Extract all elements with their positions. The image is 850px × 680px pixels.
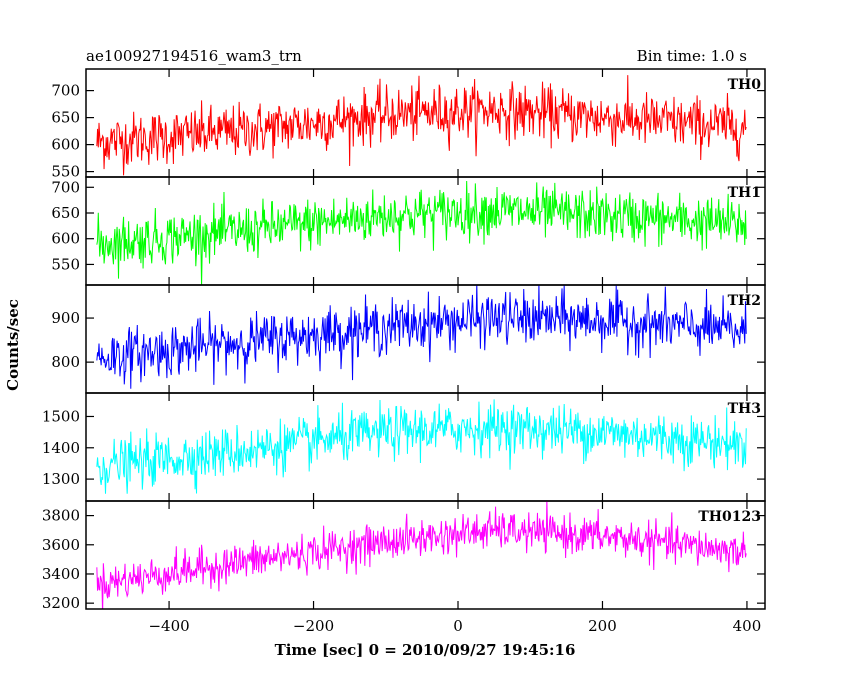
chart-title: ae100927194516_wam3_trn bbox=[86, 47, 302, 65]
panels-group: 550 600 650 700 TH0 550 600 650 700 TH1 800 900 TH2 1… bbox=[42, 68, 766, 612]
y-tick-label: 700 bbox=[51, 178, 80, 196]
y-tick-label: 1400 bbox=[42, 439, 80, 457]
panel-frame bbox=[85, 392, 766, 502]
panel-th3: 1300 1400 1500 TH3 bbox=[42, 392, 766, 502]
panel-label-th0: TH0 bbox=[728, 77, 762, 93]
series-line-th2 bbox=[96, 285, 747, 389]
x-tick-label: −200 bbox=[293, 617, 334, 635]
panel-th0: 550 600 650 700 TH0 bbox=[51, 68, 766, 181]
panel-th1: 550 600 650 700 TH1 bbox=[51, 176, 766, 286]
y-tick-label: 700 bbox=[51, 82, 80, 100]
series-line-th1 bbox=[96, 181, 747, 285]
series-line-th0123 bbox=[96, 501, 747, 609]
panel-label-th2: TH2 bbox=[728, 293, 761, 309]
y-tick-label: 3600 bbox=[42, 536, 80, 554]
panel-th2: 800 900 TH2 bbox=[51, 284, 766, 394]
y-tick-label: 600 bbox=[51, 230, 80, 248]
y-tick-label: 650 bbox=[51, 204, 80, 222]
y-tick-label: 550 bbox=[51, 163, 80, 181]
panel-label-th1: TH1 bbox=[728, 185, 761, 201]
panel-label-th0123: TH0123 bbox=[698, 509, 761, 525]
y-tick-label: 1300 bbox=[42, 470, 80, 488]
y-tick-label: 550 bbox=[51, 255, 80, 273]
bin-time-label: Bin time: 1.0 s bbox=[637, 47, 747, 65]
x-tick-label: 400 bbox=[733, 617, 762, 635]
panel-frame bbox=[85, 500, 766, 610]
panel-th0123: 3200 3400 3600 3800 TH0123 bbox=[42, 500, 766, 612]
panel-label-th3: TH3 bbox=[728, 401, 761, 417]
y-axis-title: Counts/sec bbox=[4, 299, 22, 391]
y-tick-label: 3400 bbox=[42, 565, 80, 583]
x-tick-label: −400 bbox=[148, 617, 189, 635]
x-axis: −400 −200 0 200 400 bbox=[148, 617, 761, 635]
x-axis-title: Time [sec] 0 = 2010/09/27 19:45:16 bbox=[275, 641, 576, 659]
y-tick-label: 900 bbox=[51, 309, 80, 327]
series-line-th0 bbox=[96, 75, 747, 176]
y-tick-label: 1500 bbox=[42, 407, 80, 425]
y-tick-label: 600 bbox=[51, 136, 80, 154]
x-tick-label: 200 bbox=[588, 617, 617, 635]
y-tick-label: 3800 bbox=[42, 507, 80, 525]
y-tick-label: 650 bbox=[51, 109, 80, 127]
y-tick-label: 800 bbox=[51, 353, 80, 371]
x-tick-label: 0 bbox=[453, 617, 463, 635]
series-line-th3 bbox=[96, 399, 747, 494]
y-tick-label: 3200 bbox=[42, 594, 80, 612]
